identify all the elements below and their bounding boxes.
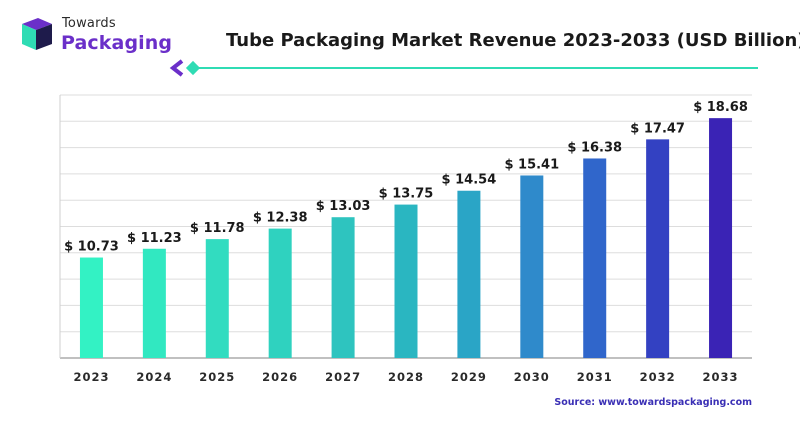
value-label-2030: $ 15.41 — [504, 157, 559, 172]
x-tick-2032: 2032 — [640, 370, 676, 384]
bar-2031 — [583, 158, 607, 358]
bar-2027 — [331, 217, 355, 358]
value-label-2024: $ 11.23 — [127, 231, 182, 246]
bar-2023 — [79, 257, 103, 358]
chart-title: Tube Packaging Market Revenue 2023-2033 … — [226, 30, 800, 51]
value-label-2031: $ 16.38 — [567, 140, 622, 155]
value-label-2032: $ 17.47 — [630, 121, 685, 136]
x-tick-2029: 2029 — [451, 370, 487, 384]
title-accent-line — [169, 59, 758, 77]
value-labels: $ 10.73 $ 11.23 $ 11.78 $ 12.38 $ 13.03 $ 13.… — [64, 100, 748, 254]
x-tick-2028: 2028 — [388, 370, 424, 384]
x-tick-2030: 2030 — [514, 370, 550, 384]
value-label-2027: $ 13.03 — [316, 199, 371, 214]
source-url: www.towardspackaging.com — [598, 397, 752, 408]
bar-2033 — [709, 118, 733, 358]
bar-2032 — [646, 139, 670, 358]
source-note: Source: www.towardspackaging.com — [554, 397, 752, 408]
bar-2024 — [142, 248, 166, 358]
x-tick-2026: 2026 — [262, 370, 298, 384]
gridlines — [59, 94, 752, 359]
bar-2029 — [457, 190, 481, 358]
bar-2030 — [520, 175, 544, 358]
x-tick-2033: 2033 — [703, 370, 739, 384]
towards-packaging-logo-icon — [22, 18, 52, 50]
value-label-2023: $ 10.73 — [64, 240, 119, 255]
bar-2025 — [205, 239, 229, 358]
brand-name-top: Towards — [62, 16, 116, 31]
bar-2028 — [394, 204, 418, 358]
brand-name-bottom: Packaging — [61, 32, 173, 54]
brand-logo: Towards Packaging — [18, 12, 188, 60]
value-label-2029: $ 14.54 — [442, 173, 497, 188]
x-tick-2031: 2031 — [577, 370, 613, 384]
source-label: Source: — [554, 397, 596, 408]
value-label-2025: $ 11.78 — [190, 221, 245, 236]
x-tick-2024: 2024 — [136, 370, 172, 384]
x-tick-2023: 2023 — [73, 370, 109, 384]
x-tick-2025: 2025 — [199, 370, 235, 384]
value-label-2028: $ 13.75 — [379, 187, 434, 202]
value-label-2033: $ 18.68 — [693, 100, 748, 115]
bars — [79, 118, 733, 358]
bar-2026 — [268, 228, 292, 358]
x-tick-2027: 2027 — [325, 370, 361, 384]
x-axis-tick-labels: 2023 2024 2025 2026 2027 2028 2029 2030 2031 2032… — [73, 370, 739, 384]
value-label-2026: $ 12.38 — [253, 211, 308, 226]
